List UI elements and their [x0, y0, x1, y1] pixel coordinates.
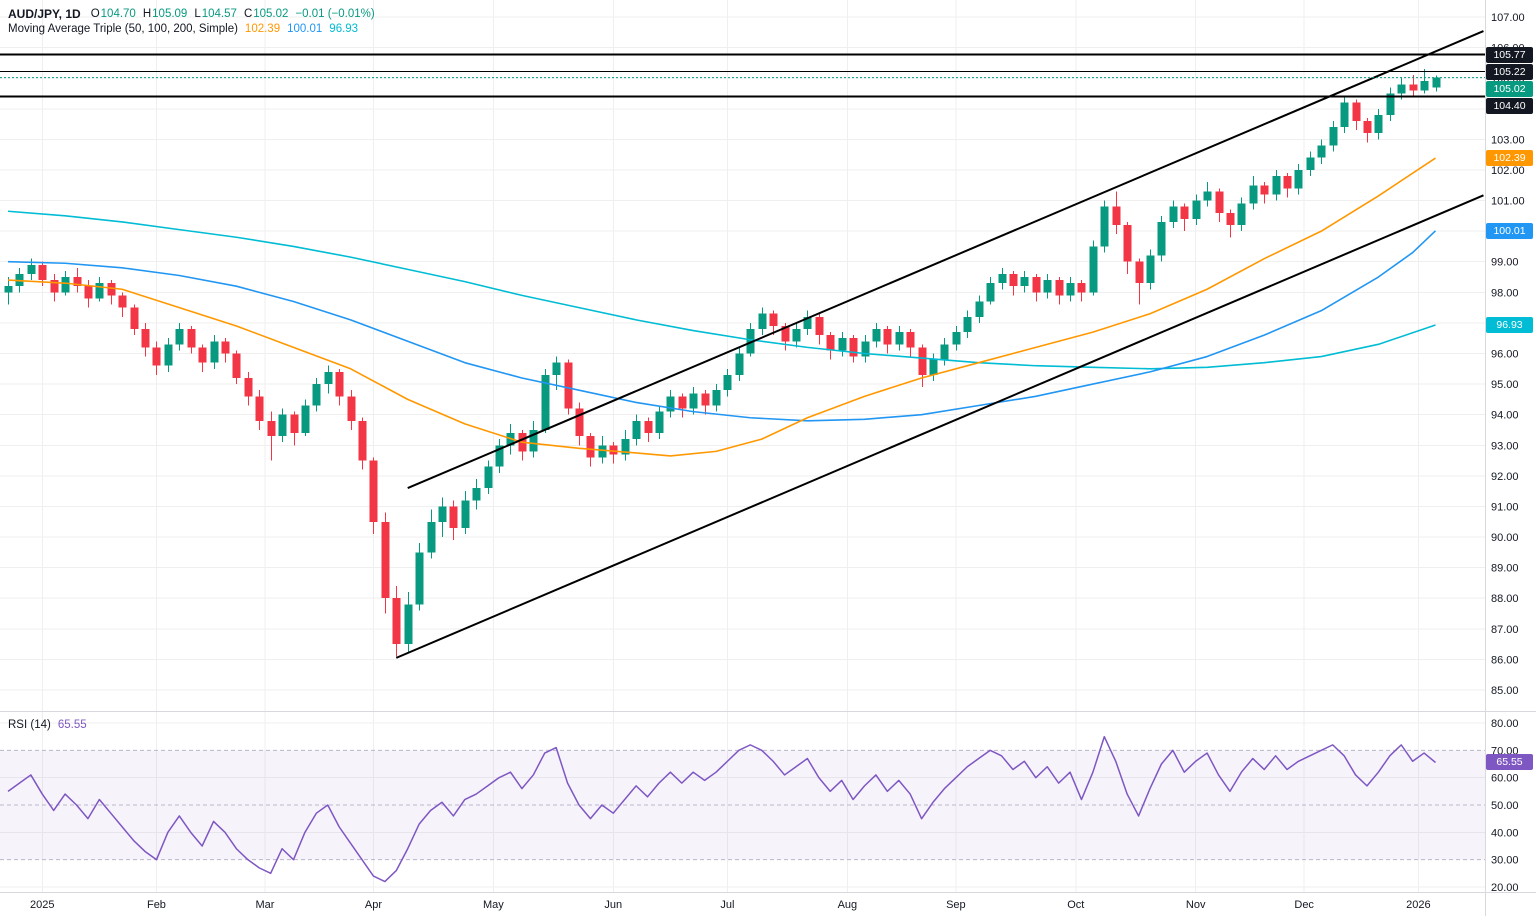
svg-text:Jun: Jun — [604, 899, 622, 911]
rsi-title: RSI (14) — [8, 719, 51, 731]
svg-text:102.00: 102.00 — [1491, 165, 1525, 177]
open-label: O — [90, 8, 100, 20]
svg-text:95.00: 95.00 — [1491, 379, 1519, 391]
ohlc-high: H 105.09 — [143, 8, 188, 20]
symbol-legend[interactable]: AUD/JPY, 1D O 104.70 H 105.09 L 104.57 C 105… — [8, 7, 375, 21]
svg-text:92.00: 92.00 — [1491, 471, 1519, 483]
ma50-value: 102.39 — [244, 23, 281, 35]
svg-text:85.00: 85.00 — [1491, 685, 1519, 697]
svg-text:May: May — [483, 899, 504, 911]
open-value: 104.70 — [100, 8, 136, 20]
price-axis-badge: 100.01 — [1486, 222, 1533, 239]
ma-title: Moving Average Triple (50, 100, 200, Sim… — [8, 23, 238, 35]
rsi-value: 65.55 — [57, 719, 87, 731]
ma200-line[interactable] — [7, 210, 1436, 370]
ma-legend[interactable]: Moving Average Triple (50, 100, 200, Sim… — [8, 23, 358, 35]
ma100-value: 100.01 — [287, 23, 323, 35]
svg-text:Dec: Dec — [1294, 899, 1314, 911]
ma100-line[interactable] — [7, 230, 1437, 422]
high-label: H — [142, 8, 152, 20]
rsi-line[interactable] — [7, 735, 1436, 883]
trendline-2[interactable] — [407, 30, 1484, 490]
svg-text:30.00: 30.00 — [1491, 855, 1519, 867]
svg-text:Sep: Sep — [946, 899, 966, 911]
svg-text:87.00: 87.00 — [1491, 624, 1519, 636]
svg-text:70.00: 70.00 — [1491, 745, 1519, 757]
svg-text:Nov: Nov — [1186, 899, 1206, 911]
svg-text:Aug: Aug — [838, 899, 858, 911]
svg-text:93.00: 93.00 — [1491, 440, 1519, 452]
svg-text:2026: 2026 — [1406, 899, 1430, 911]
price-axis-badge: 104.40 — [1486, 97, 1533, 114]
svg-text:Feb: Feb — [147, 899, 166, 911]
low-value: 104.57 — [201, 8, 237, 20]
svg-text:89.00: 89.00 — [1491, 563, 1519, 575]
change-value: −0.01 (−0.01%) — [295, 8, 375, 20]
price-axis[interactable] — [1485, 0, 1536, 892]
svg-text:98.00: 98.00 — [1491, 287, 1519, 299]
svg-text:80.00: 80.00 — [1491, 718, 1519, 730]
svg-text:88.00: 88.00 — [1491, 593, 1519, 605]
svg-text:Jul: Jul — [720, 899, 734, 911]
ohlc-low: L 104.57 — [194, 8, 237, 20]
svg-text:20.00: 20.00 — [1491, 882, 1519, 894]
ohlc-open: O 104.70 — [91, 8, 136, 20]
ma50-line[interactable] — [7, 157, 1436, 457]
svg-text:94.00: 94.00 — [1491, 410, 1519, 422]
svg-text:40.00: 40.00 — [1491, 827, 1519, 839]
svg-text:103.00: 103.00 — [1491, 134, 1525, 146]
close-label: C — [243, 8, 253, 20]
svg-text:86.00: 86.00 — [1491, 654, 1519, 666]
price-axis-badge: 102.39 — [1486, 150, 1533, 167]
price-axis-badge: 96.93 — [1486, 317, 1533, 334]
time-axis-labels: 2025 Feb Mar Apr May Jun Jul Aug Sep Oct Nov Dec 202… — [30, 899, 1431, 911]
symbol-title: AUD/JPY, 1D — [8, 7, 81, 21]
rsi-legend[interactable]: RSI (14) 65.55 — [8, 719, 87, 731]
high-value: 105.09 — [152, 8, 188, 20]
close-value: 105.02 — [253, 8, 289, 20]
svg-text:101.00: 101.00 — [1491, 196, 1525, 208]
svg-text:2025: 2025 — [30, 899, 54, 911]
ohlc-close: C 105.02 — [244, 8, 289, 20]
candles-series — [4, 69, 1441, 657]
low-label: L — [194, 8, 201, 20]
svg-text:Oct: Oct — [1067, 899, 1084, 911]
svg-text:91.00: 91.00 — [1491, 501, 1519, 513]
svg-text:99.00: 99.00 — [1491, 257, 1519, 269]
price-axis-badge: 105.77 — [1486, 46, 1533, 63]
svg-text:Mar: Mar — [255, 899, 274, 911]
svg-text:96.00: 96.00 — [1491, 349, 1519, 361]
rsi-axis-badge: 65.55 — [1486, 754, 1533, 771]
svg-text:50.00: 50.00 — [1491, 800, 1519, 812]
price-axis-badge: 105.02 — [1486, 80, 1533, 97]
svg-text:107.00: 107.00 — [1491, 12, 1525, 24]
trendline-1[interactable] — [395, 194, 1484, 659]
svg-text:90.00: 90.00 — [1491, 532, 1519, 544]
price-axis-badge: 105.22 — [1486, 63, 1533, 80]
time-axis[interactable] — [0, 892, 1536, 916]
svg-text:60.00: 60.00 — [1491, 773, 1519, 785]
svg-text:Apr: Apr — [365, 899, 382, 911]
ma200-value: 96.93 — [329, 23, 359, 35]
